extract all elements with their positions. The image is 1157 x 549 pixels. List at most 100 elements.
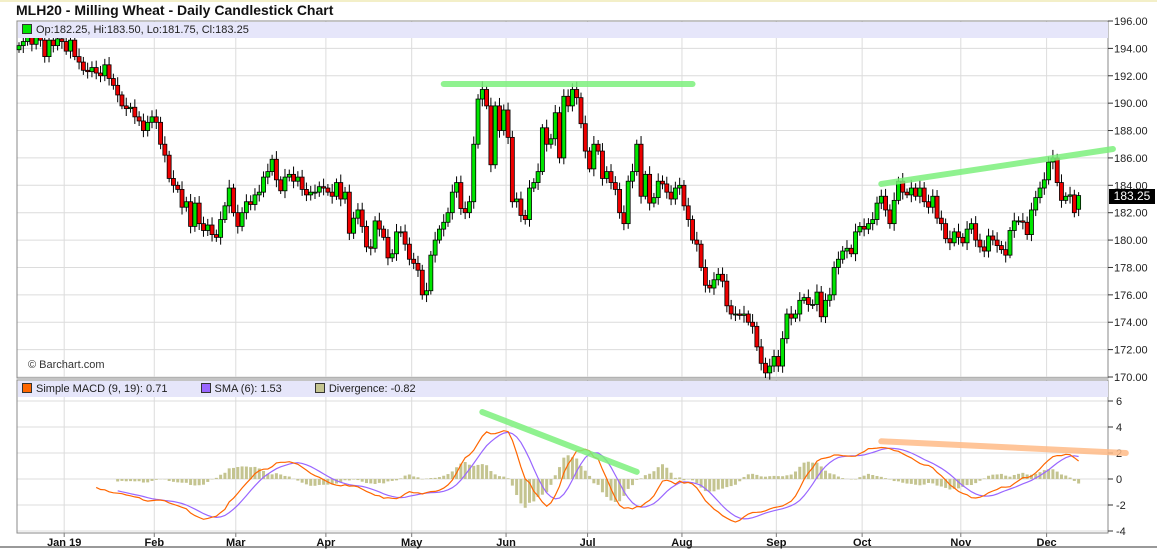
candle [994,232,1000,253]
month-label: Jan 19 [47,537,81,549]
divergence-bar [858,477,862,479]
candle [89,61,95,78]
candle-up-body [793,313,798,319]
candle [720,267,725,288]
divergence-bar [926,479,930,483]
candle [672,181,678,205]
candle-down-body [346,191,352,234]
divergence-bar [763,476,767,479]
candle [728,299,734,320]
candle [561,89,567,165]
candle-down-body [415,262,421,271]
divergence-bar [558,467,562,479]
candle [956,223,961,245]
candle-down-body [973,223,979,241]
candle [947,230,953,251]
up-candle-swatch-icon [22,24,32,34]
candle-down-body [685,205,691,220]
candle-up-body [535,171,541,183]
candle-down-body [737,313,743,316]
candle-up-body [445,212,451,223]
candle-up-body [870,219,876,225]
candle [149,110,155,129]
candle-down-body [484,89,490,107]
candle [986,228,991,258]
divergence-bar [287,476,291,479]
candle [981,240,987,258]
candle-down-body [775,356,781,367]
candle-down-body [119,94,125,107]
candle-down-body [209,224,215,235]
candle [406,237,412,266]
candle [866,218,871,235]
candle [1076,192,1082,217]
candle-up-body [625,180,631,225]
candle-down-body [497,105,502,131]
divergence-bar [600,479,604,493]
candle-down-body [681,184,687,207]
candle [552,104,558,146]
candle-down-body [304,189,309,196]
candle-up-body [467,201,472,214]
candle-up-body [492,105,498,166]
divergence-bar [545,479,549,493]
candle-up-body [561,95,567,159]
candle-down-body [76,56,82,63]
candle [848,244,854,258]
candle-down-body [600,150,605,179]
divergence-bar [1047,469,1051,479]
candle-up-body [552,112,558,140]
divergence-bar [673,477,677,479]
candle [870,212,876,231]
candle [591,136,597,177]
candle-down-body [582,123,588,152]
candle [595,140,601,155]
divergence-bar [969,479,973,485]
divergence-bar [433,477,437,479]
divergence-bar [605,479,609,497]
divergence-bar [961,479,965,487]
candles [16,27,1082,380]
candle [501,104,507,136]
candle [1011,212,1017,238]
divergence-bar [184,479,188,483]
candle [458,175,464,215]
divergence-bar [665,467,669,479]
candle-down-body [299,176,305,190]
divergence-bar [249,467,253,479]
candle [685,197,691,227]
candle-up-body [1016,220,1021,223]
candle [621,205,627,231]
candle-down-body [587,150,592,170]
candle-up-body [570,89,575,107]
candle [853,223,858,262]
price-tick-label: 188.00 [1114,126,1148,138]
candle [518,191,524,223]
divergence-bar [575,458,579,479]
candle [977,233,983,253]
candle [248,195,254,211]
candle [115,77,121,103]
candle [750,314,755,334]
divergence-bar [309,479,313,486]
candle [698,240,704,272]
divergence-bar [146,479,150,483]
divergence-bar [493,474,497,479]
candle [908,179,914,203]
candle [1007,227,1013,259]
divergence-bar [896,479,900,482]
candle [128,102,133,113]
candle [509,130,515,208]
divergence-bar [579,465,583,479]
divergence-bar [352,479,356,480]
candle-up-body [295,176,301,182]
candle [394,223,399,261]
candle-up-body [1011,220,1017,231]
divergence-bar [914,479,918,485]
divergence-bar [661,464,664,479]
candle [990,230,996,246]
candle-down-body [557,112,562,159]
candle [840,246,846,264]
divergence-bar [236,467,240,479]
